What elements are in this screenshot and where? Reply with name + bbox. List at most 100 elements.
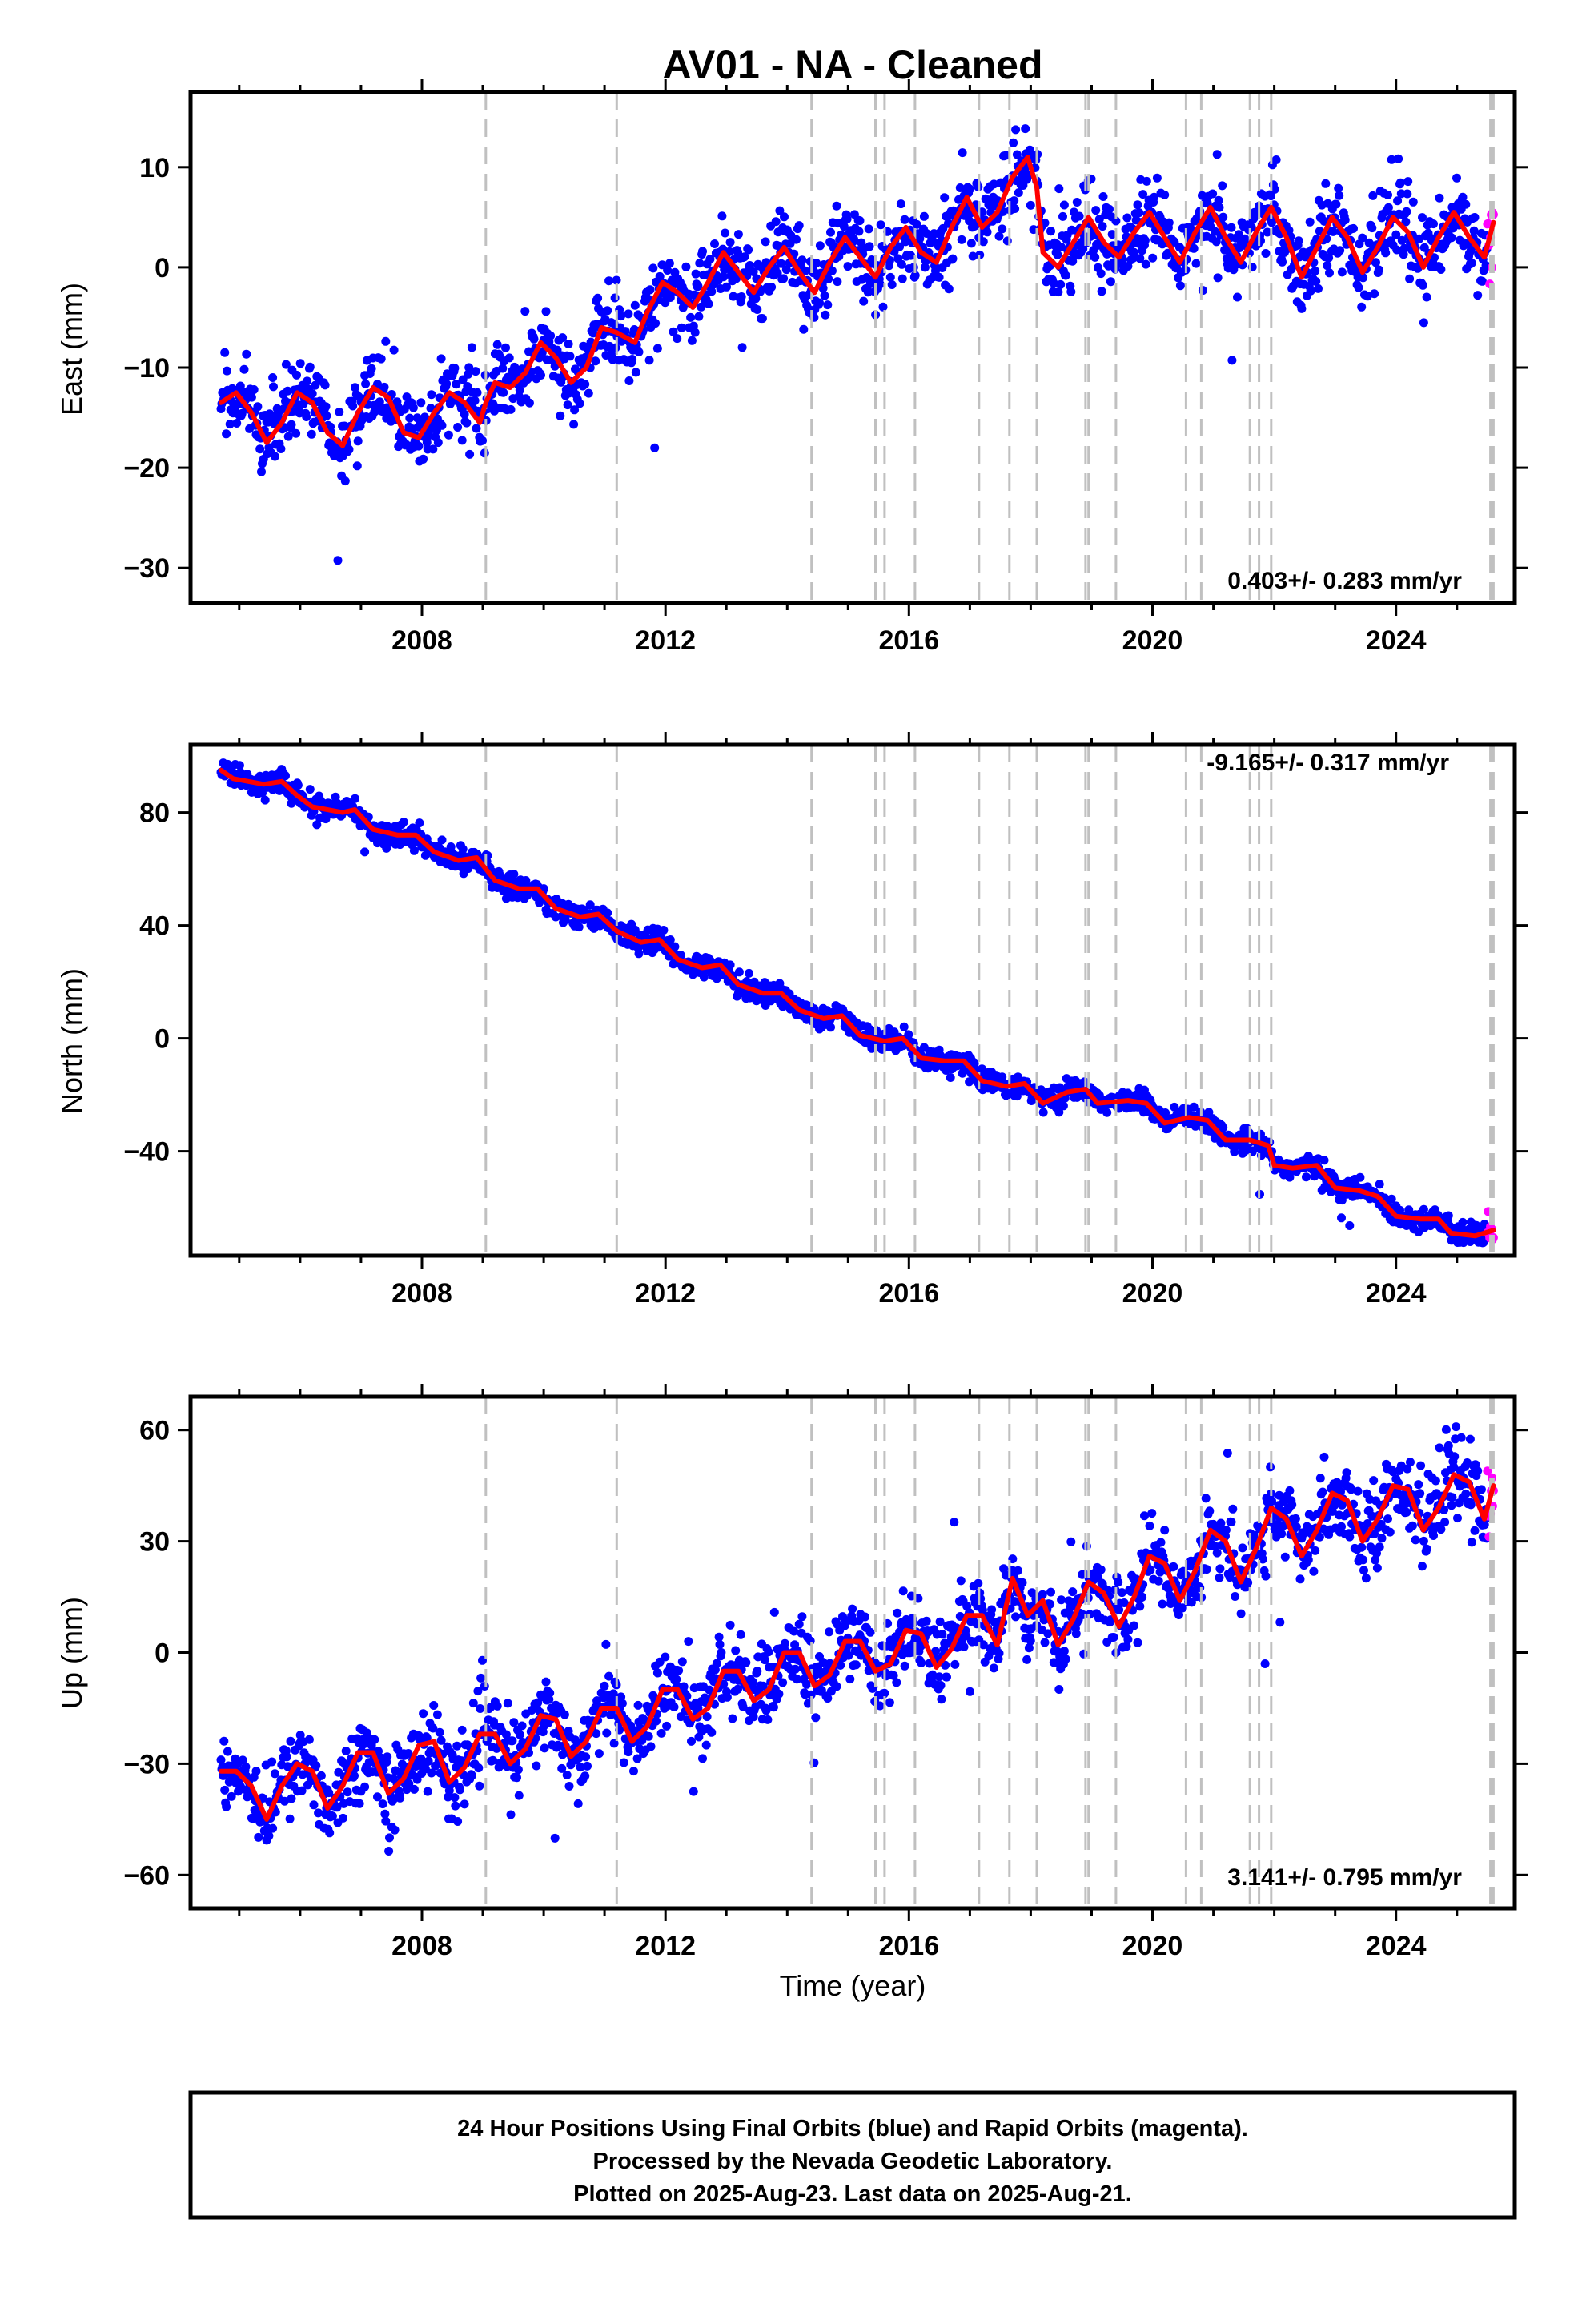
east-final-point	[958, 148, 967, 158]
up-final-point	[508, 1736, 517, 1746]
up-final-point	[662, 1721, 672, 1731]
up-final-point	[451, 1801, 460, 1811]
east-final-point	[693, 281, 703, 291]
up-final-point	[373, 1792, 382, 1802]
north-final-point	[382, 843, 391, 853]
up-final-point	[1146, 1565, 1155, 1574]
north-final-point	[603, 908, 612, 918]
east-final-point	[302, 412, 311, 421]
up-final-point	[857, 1651, 866, 1660]
north-final-point	[1012, 1092, 1022, 1101]
east-final-point	[740, 252, 749, 262]
up-final-point	[391, 1766, 400, 1775]
east-final-point	[501, 343, 510, 352]
up-final-point	[811, 1713, 821, 1723]
east-final-point	[1467, 259, 1476, 267]
east-final-point	[751, 294, 761, 304]
east-final-point	[663, 266, 673, 275]
east-final-point	[704, 299, 713, 308]
east-final-point	[657, 260, 667, 270]
east-final-point	[628, 355, 637, 364]
east-final-point	[1418, 280, 1427, 290]
east-final-point	[1227, 223, 1236, 232]
north-final-point	[1058, 1101, 1068, 1111]
east-final-point	[1458, 192, 1468, 202]
east-final-point	[348, 401, 358, 411]
north-final-point	[1230, 1147, 1239, 1156]
east-final-point	[499, 388, 508, 397]
up-final-point	[1018, 1578, 1027, 1587]
up-final-point	[823, 1694, 833, 1703]
east-final-point	[464, 363, 474, 372]
east-final-point	[537, 348, 547, 357]
east-final-point	[1337, 267, 1347, 277]
up-final-point	[1154, 1576, 1163, 1586]
up-final-point	[917, 1658, 926, 1667]
up-final-point	[875, 1701, 885, 1711]
east-final-point	[1078, 244, 1088, 254]
east-final-point	[472, 424, 481, 433]
east-final-point	[1405, 274, 1415, 283]
up-final-point	[1205, 1506, 1215, 1516]
up-final-point	[429, 1701, 439, 1710]
up-final-point	[1221, 1526, 1231, 1534]
up-final-point	[889, 1671, 898, 1680]
up-final-point	[717, 1648, 726, 1657]
north-final-point	[360, 847, 370, 857]
north-model-layer	[219, 767, 1496, 1239]
up-final-point	[1046, 1587, 1055, 1597]
east-final-point	[1368, 191, 1378, 200]
up-final-point	[506, 1810, 516, 1819]
east-final-point	[1256, 236, 1265, 246]
up-final-point	[467, 1771, 476, 1780]
east-final-point	[433, 438, 443, 448]
east-final-point	[291, 428, 301, 438]
north-final-point	[312, 820, 322, 830]
up-final-point	[848, 1604, 857, 1614]
east-final-point	[1374, 265, 1383, 275]
east-final-point	[863, 287, 873, 297]
east-final-point	[462, 418, 472, 428]
east-y-tick-label: −20	[123, 453, 170, 484]
up-final-point	[1117, 1588, 1126, 1598]
up-final-point	[836, 1660, 845, 1670]
east-final-point	[1321, 179, 1331, 188]
east-final-point	[849, 235, 858, 243]
up-final-point	[576, 1763, 585, 1772]
north-final-point	[665, 935, 675, 944]
north-final-point	[399, 818, 408, 826]
up-final-point	[316, 1771, 326, 1780]
east-final-point	[733, 230, 743, 239]
up-final-point	[741, 1658, 751, 1667]
east-final-point	[253, 402, 263, 412]
east-final-point	[897, 259, 906, 269]
up-final-point	[1068, 1587, 1078, 1597]
east-final-point	[1323, 261, 1332, 271]
east-final-point	[1477, 276, 1487, 286]
east-final-point	[650, 443, 660, 452]
east-final-point	[859, 296, 869, 306]
up-final-point	[707, 1727, 717, 1737]
east-final-point	[1111, 216, 1121, 226]
east-final-point	[1314, 283, 1323, 293]
up-final-point	[764, 1647, 773, 1657]
up-final-point	[619, 1758, 628, 1767]
east-final-point	[780, 212, 789, 222]
east-final-point	[524, 398, 534, 408]
up-final-point	[1109, 1633, 1118, 1642]
east-final-point	[757, 314, 767, 324]
up-final-point	[644, 1731, 653, 1741]
east-final-point	[801, 266, 810, 275]
up-final-point	[428, 1723, 438, 1733]
east-final-point	[998, 224, 1007, 234]
up-final-point	[473, 1687, 483, 1696]
up-final-point	[832, 1682, 841, 1691]
north-final-point	[1458, 1217, 1468, 1227]
east-final-point	[381, 336, 391, 346]
north-points-layer	[216, 758, 1498, 1248]
east-final-point	[524, 347, 533, 356]
east-final-point	[643, 294, 652, 304]
east-final-point	[570, 405, 580, 415]
